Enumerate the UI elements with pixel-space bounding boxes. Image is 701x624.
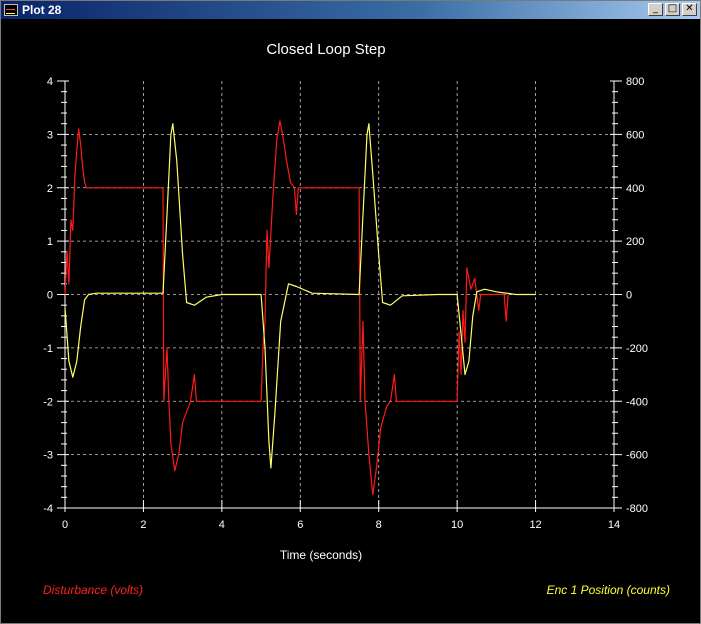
left-tick-label: -3 (43, 450, 53, 462)
tick-marks: -4-3-2-101234-800-600-400-20002004006008… (43, 76, 648, 531)
chart-canvas: -4-3-2-101234-800-600-400-20002004006008… (43, 41, 670, 597)
right-tick-label: -600 (626, 450, 648, 462)
title-bar[interactable]: Plot 28 _ □ ✕ (1, 1, 700, 19)
x-tick-label: 12 (529, 519, 541, 531)
left-tick-label: -2 (43, 396, 53, 408)
left-tick-label: 2 (47, 183, 53, 195)
x-tick-label: 14 (608, 519, 620, 531)
right-tick-label: -800 (626, 503, 648, 515)
x-axis-label: Time (seconds) (280, 548, 362, 562)
window-title: Plot 28 (22, 3, 62, 17)
right-tick-label: 0 (626, 290, 632, 302)
right-tick-label: 400 (626, 183, 644, 195)
x-tick-label: 0 (62, 519, 68, 531)
plot-app-icon (4, 4, 18, 16)
left-tick-label: 3 (47, 129, 53, 141)
x-tick-label: 2 (140, 519, 146, 531)
close-button[interactable]: ✕ (682, 3, 697, 16)
left-tick-label: 1 (47, 236, 53, 248)
right-tick-label: 600 (626, 129, 644, 141)
left-tick-label: 0 (47, 290, 53, 302)
left-tick-label: -4 (43, 503, 53, 515)
window-controls: _ □ ✕ (648, 3, 697, 16)
right-tick-label: 200 (626, 236, 644, 248)
series-lines (64, 120, 536, 496)
minimize-button[interactable]: _ (648, 3, 663, 16)
left-tick-label: -1 (43, 343, 53, 355)
right-tick-label: 800 (626, 76, 644, 88)
right-tick-label: -200 (626, 343, 648, 355)
chart-title: Closed Loop Step (266, 41, 385, 58)
x-tick-label: 8 (376, 519, 382, 531)
x-tick-label: 6 (297, 519, 303, 531)
right-series-label: Enc 1 Position (counts) (547, 583, 670, 597)
right-tick-label: -400 (626, 396, 648, 408)
left-tick-label: 4 (47, 76, 53, 88)
encoder-position-line (64, 123, 536, 469)
x-tick-label: 4 (219, 519, 225, 531)
maximize-button[interactable]: □ (665, 3, 680, 16)
disturbance-line (64, 120, 509, 496)
x-tick-label: 10 (451, 519, 463, 531)
left-series-label: Disturbance (volts) (43, 583, 143, 597)
